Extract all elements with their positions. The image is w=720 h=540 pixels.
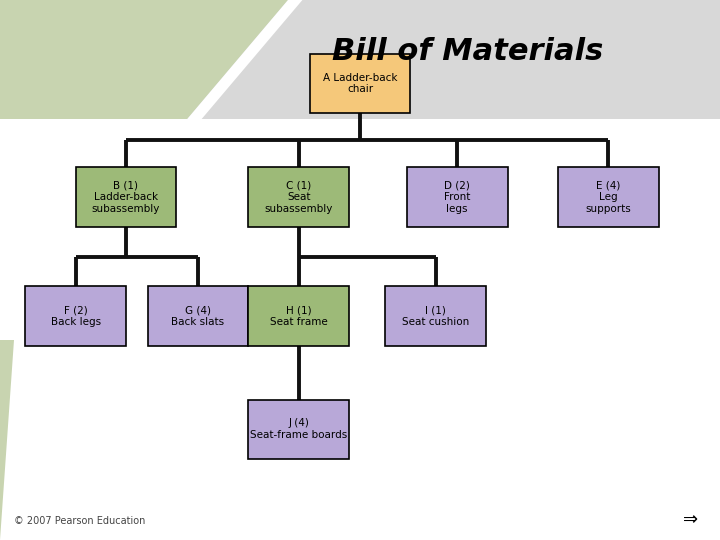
Polygon shape (0, 0, 288, 340)
FancyBboxPatch shape (248, 286, 349, 346)
Text: ⇒: ⇒ (683, 511, 698, 529)
Text: F (2)
Back legs: F (2) Back legs (50, 305, 101, 327)
Text: I (1)
Seat cushion: I (1) Seat cushion (402, 305, 469, 327)
Polygon shape (0, 0, 302, 340)
Text: E (4)
Leg
supports: E (4) Leg supports (585, 180, 631, 214)
Polygon shape (0, 119, 720, 540)
FancyBboxPatch shape (407, 167, 508, 227)
FancyBboxPatch shape (148, 286, 248, 346)
FancyBboxPatch shape (25, 286, 126, 346)
Polygon shape (0, 0, 720, 119)
FancyBboxPatch shape (385, 286, 486, 346)
Text: H (1)
Seat frame: H (1) Seat frame (270, 305, 328, 327)
FancyBboxPatch shape (558, 167, 659, 227)
Text: C (1)
Seat
subassembly: C (1) Seat subassembly (265, 180, 333, 214)
Text: J (4)
Seat-frame boards: J (4) Seat-frame boards (250, 418, 348, 440)
Text: B (1)
Ladder-back
subassembly: B (1) Ladder-back subassembly (92, 180, 160, 214)
FancyBboxPatch shape (248, 400, 349, 459)
FancyBboxPatch shape (310, 54, 410, 113)
Text: D (2)
Front
legs: D (2) Front legs (444, 180, 470, 214)
Text: A Ladder-back
chair: A Ladder-back chair (323, 73, 397, 94)
Text: © 2007 Pearson Education: © 2007 Pearson Education (14, 516, 145, 526)
FancyBboxPatch shape (248, 167, 349, 227)
FancyBboxPatch shape (76, 167, 176, 227)
Text: G (4)
Back slats: G (4) Back slats (171, 305, 225, 327)
Text: Bill of Materials: Bill of Materials (333, 37, 603, 66)
Polygon shape (0, 340, 14, 540)
